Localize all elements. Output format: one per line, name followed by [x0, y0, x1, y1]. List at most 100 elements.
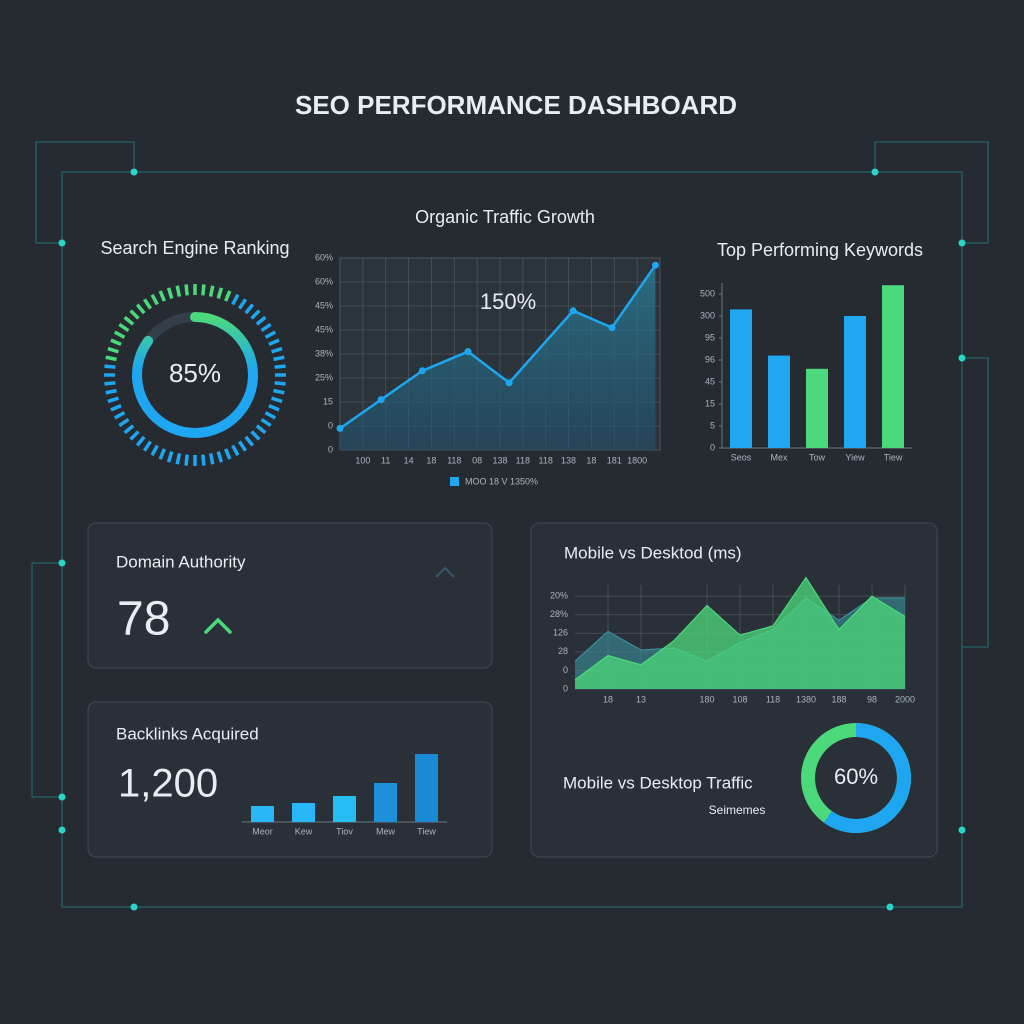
circuit-line: [61, 171, 963, 908]
bar: [882, 285, 904, 448]
circuit-dot: [130, 903, 138, 911]
gauge-tick: [260, 322, 272, 333]
trend-icon: [204, 617, 232, 634]
circuit-dot: [958, 239, 966, 247]
x-tick-label: 18: [426, 455, 436, 465]
gauge-tick: [184, 284, 189, 296]
y-tick-label: 60%: [315, 252, 333, 262]
gauge-tick: [250, 430, 261, 441]
y-tick-label: 0: [328, 444, 333, 454]
x-tick-label: 1800: [627, 455, 647, 465]
chart-title: Mobile vs Desktop Traffic: [563, 773, 753, 792]
line-point: [464, 348, 472, 356]
gauge-tick: [273, 388, 285, 395]
bar: [844, 316, 866, 448]
line: [339, 264, 657, 430]
gauge-tick: [166, 287, 174, 299]
x-tick-label: Yiew: [845, 452, 865, 462]
gauge-tick: [255, 315, 267, 326]
line-point: [608, 324, 616, 332]
x-tick-label: 2000: [895, 694, 915, 704]
line-point: [418, 367, 426, 375]
gauge-tick: [216, 287, 224, 299]
gauge-tick: [264, 330, 277, 339]
gauge-tick: [113, 411, 126, 420]
line-area: [340, 265, 656, 450]
y-tick-label: 38%: [315, 348, 333, 358]
gauge-tick: [118, 322, 130, 333]
y-tick-label: 15: [323, 396, 333, 406]
gauge-tick: [208, 285, 215, 297]
donut-arc: [823, 723, 911, 833]
x-tick-label: Tiew: [417, 826, 436, 836]
gauge-tick: [274, 364, 286, 369]
legend-label: Seimemes: [709, 803, 766, 817]
y-tick-label: 300: [700, 310, 715, 320]
gauge-tick: [237, 440, 248, 452]
y-tick-label: 0: [563, 665, 568, 675]
chart-title: Mobile vs Desktod (ms): [564, 543, 742, 562]
bar: [806, 368, 828, 448]
circuit-line: [962, 357, 989, 648]
gauge-tick: [271, 396, 283, 404]
gauge-tick: [250, 309, 261, 320]
y-tick-label: 28%: [550, 609, 568, 619]
x-tick-label: 118: [766, 694, 780, 704]
gauge-tick: [175, 285, 182, 297]
x-tick-label: 188: [831, 694, 846, 704]
gauge-tick: [105, 388, 117, 395]
area-line: [574, 576, 906, 681]
gauge-tick: [223, 448, 232, 460]
circuit-dot: [58, 793, 66, 801]
x-tick-label: Tiov: [336, 826, 353, 836]
y-tick-label: 45%: [315, 324, 333, 334]
circuit-dot: [886, 903, 894, 911]
circuit-dot: [58, 826, 66, 834]
gauge-tick: [107, 396, 119, 404]
gauge-tick: [274, 381, 286, 386]
circuit-dot: [871, 168, 879, 176]
circuit-line: [35, 142, 62, 244]
x-tick-label: 118: [516, 455, 530, 465]
x-tick-label: 18: [603, 694, 613, 704]
x-tick-label: 11: [381, 455, 390, 465]
circuit-dot: [958, 354, 966, 362]
y-tick-label: 60%: [315, 276, 333, 286]
x-tick-label: 118: [539, 455, 553, 465]
x-tick-label: 138: [492, 455, 507, 465]
gauge-tick: [166, 451, 174, 463]
bar: [251, 806, 274, 822]
circuit-dot: [958, 826, 966, 834]
gauge-tick: [142, 440, 153, 452]
card: [530, 522, 938, 858]
circuit-line: [874, 141, 989, 244]
gauge-tick: [175, 453, 182, 465]
gauge-tick: [129, 309, 140, 320]
x-tick-label: 108: [732, 694, 747, 704]
y-tick-label: 20%: [550, 591, 568, 601]
gauge-tick: [201, 454, 206, 466]
y-tick-label: 0: [710, 442, 715, 452]
x-tick-label: 98: [867, 694, 877, 704]
bar: [730, 309, 752, 448]
gauge-value: 85%: [169, 358, 221, 388]
donut-value: 60%: [834, 764, 878, 789]
gauge-tick: [104, 381, 116, 386]
gauge-tick: [123, 424, 135, 435]
circuit-dot: [58, 559, 66, 567]
bar: [768, 355, 790, 448]
x-tick-label: 1380: [796, 694, 816, 704]
gauge-tick: [135, 303, 146, 315]
x-tick-label: 14: [404, 455, 414, 465]
gauge-tick: [223, 290, 232, 302]
gauge-tick: [231, 293, 240, 306]
gauge-tick: [201, 284, 206, 296]
y-tick-label: 5: [710, 420, 715, 430]
gauge-tick: [260, 417, 272, 428]
gauge-tick: [110, 403, 122, 412]
x-tick-label: 138: [561, 455, 576, 465]
gauge-tick: [105, 355, 117, 362]
y-tick-label: 25%: [315, 372, 333, 382]
